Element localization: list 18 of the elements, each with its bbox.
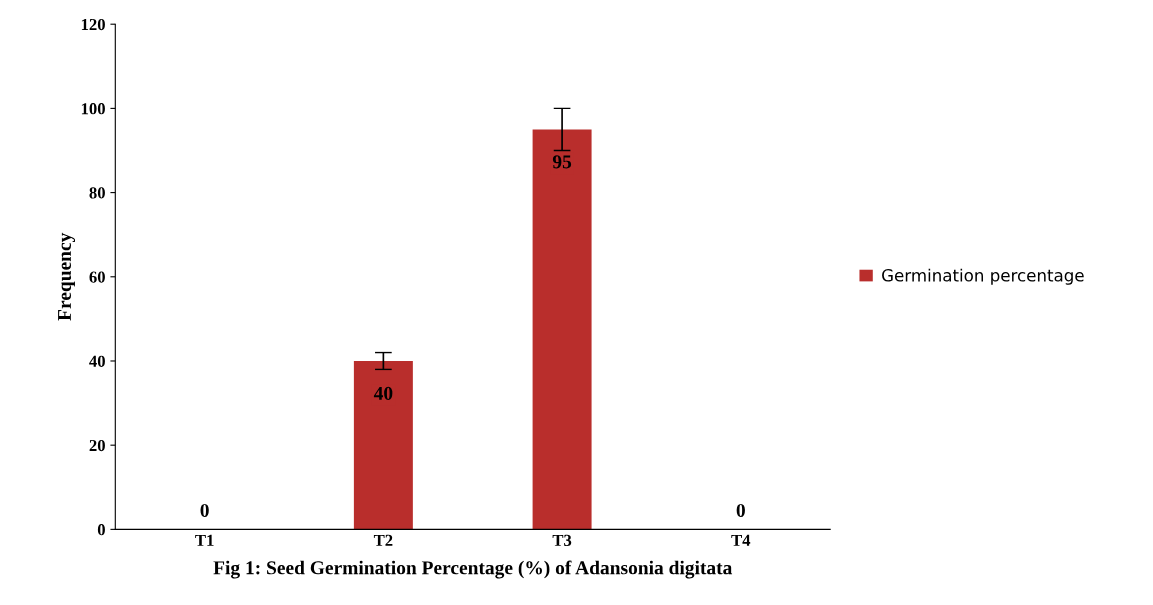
legend-label: Germination percentage [882, 268, 1084, 285]
y-tick-label: 100 [81, 103, 105, 115]
data-label: 95 [552, 155, 572, 169]
x-tick-label: T4 [731, 534, 751, 546]
data-label: 0 [200, 503, 209, 518]
x-axis-title: Fig 1: Seed Germination Percentage (%) of Adansonia digitata [213, 560, 733, 579]
x-tick-label: T1 [195, 534, 214, 546]
y-tick-label: 80 [89, 187, 105, 199]
y-tick-label: 120 [81, 18, 105, 31]
y-tick-label: 0 [97, 524, 105, 536]
data-label: 0 [736, 503, 745, 518]
y-tick-label: 40 [89, 355, 105, 367]
data-label: 40 [373, 386, 393, 400]
x-tick-label: T2 [373, 534, 393, 546]
x-tick-label: T3 [552, 534, 572, 546]
y-tick-label: 20 [89, 439, 105, 452]
y-tick-label: 60 [89, 271, 105, 283]
y-axis-title: Frequency [58, 232, 76, 321]
